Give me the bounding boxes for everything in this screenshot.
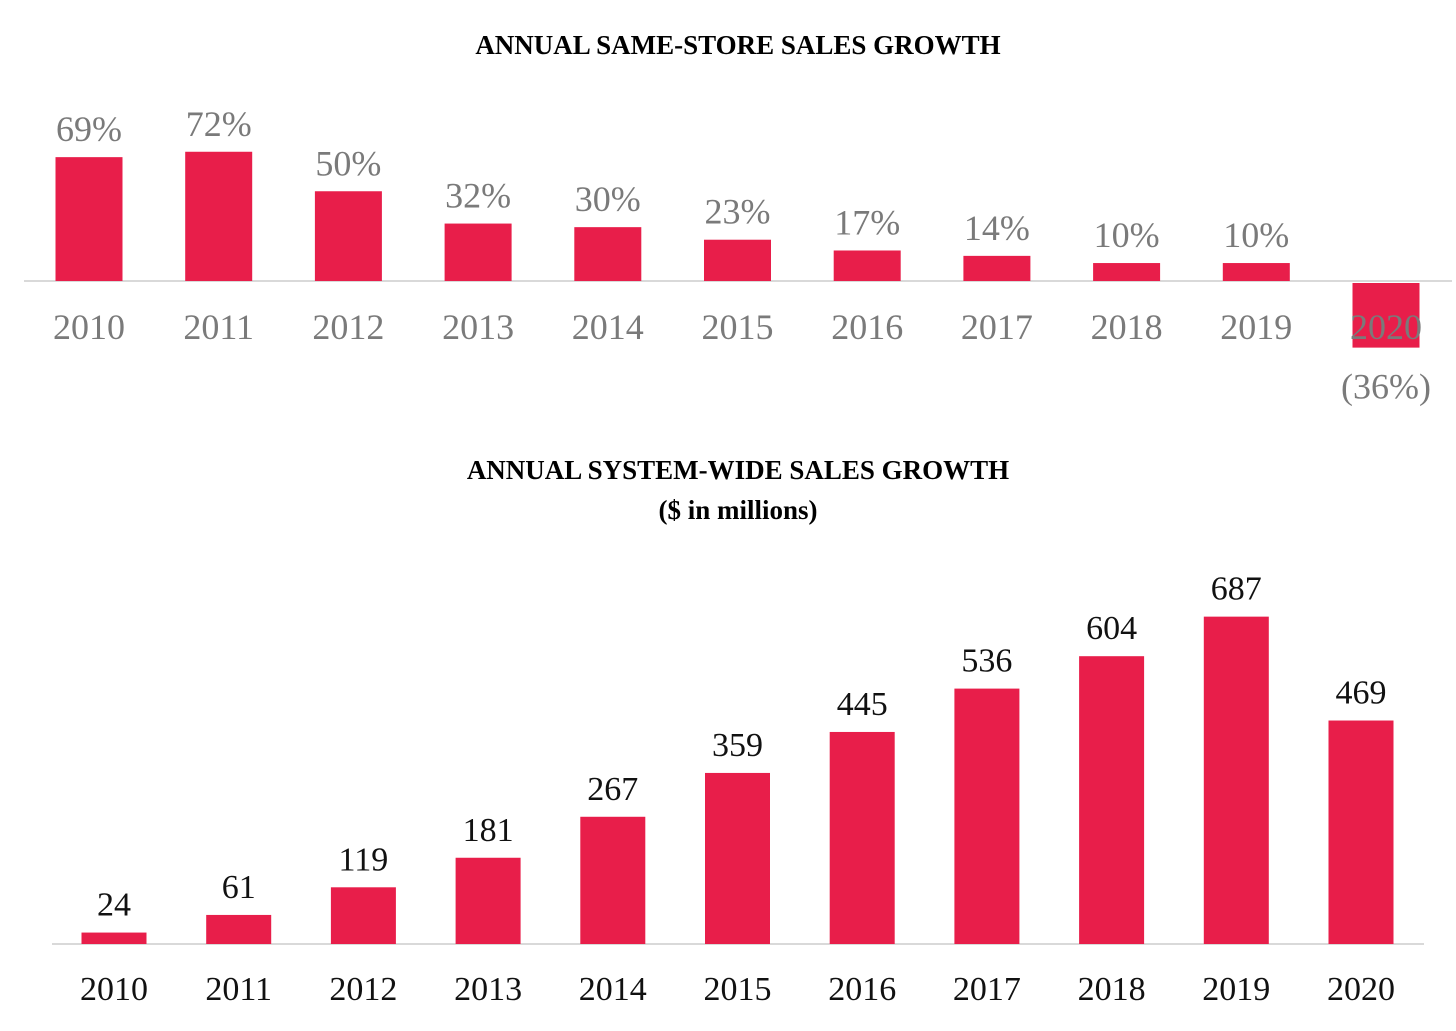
chart2-bar-2015 — [705, 772, 770, 944]
chart2-x-tick-2020: 2020 — [1327, 971, 1395, 1008]
chart1-x-tick-2019: 2019 — [1220, 307, 1292, 347]
chart2-data-label-2016: 445 — [837, 686, 888, 723]
chart1-bar-2014 — [574, 227, 642, 281]
chart2-title: ANNUAL SYSTEM-WIDE SALES GROWTH — [467, 455, 1009, 485]
chart1-x-tick-2017: 2017 — [961, 307, 1033, 347]
chart2-x-tick-2011: 2011 — [205, 971, 272, 1008]
chart1-bar-2015 — [704, 239, 771, 281]
chart2-bars — [81, 616, 1394, 944]
chart2-bar-2020 — [1328, 720, 1394, 944]
chart2-bar-2010 — [81, 932, 147, 944]
chart2-data-label-2011: 61 — [222, 869, 256, 906]
chart2-bar-2011 — [206, 914, 272, 944]
chart2-bar-2017 — [954, 688, 1020, 944]
chart1-bar-2012 — [314, 191, 382, 281]
chart1-x-tick-2018: 2018 — [1091, 307, 1163, 347]
chart1-data-label-2020: (36%) — [1341, 367, 1431, 407]
chart2-data-label-2017: 536 — [961, 643, 1012, 680]
chart2-bar-2013 — [455, 857, 521, 944]
chart2-x-ticks: 2010 2011 2012 2013 2014 2015 2016 2017 2018 2019… — [80, 971, 1395, 1008]
chart1-bar-2018 — [1093, 263, 1161, 281]
chart2-x-tick-2016: 2016 — [828, 971, 896, 1008]
chart1-data-labels: 69% 72% 50% 32% 30% 23% 17% 14% 10% 10% (36%) — [56, 104, 1431, 407]
chart2-bar-2019 — [1203, 616, 1269, 944]
chart1-data-label-2016: 17% — [834, 202, 900, 242]
chart2-data-label-2018: 604 — [1086, 610, 1137, 647]
chart2-bar-2014 — [580, 816, 646, 944]
chart1-bar-2010 — [55, 157, 123, 281]
chart1-x-tick-2020: 2020 — [1350, 307, 1422, 347]
chart1-x-tick-2016: 2016 — [831, 307, 903, 347]
chart2-data-label-2015: 359 — [712, 727, 763, 764]
chart1-data-label-2014: 30% — [575, 179, 641, 219]
chart1-x-tick-2012: 2012 — [312, 307, 384, 347]
chart1-data-label-2011: 72% — [186, 104, 252, 144]
chart2-data-label-2013: 181 — [463, 812, 514, 849]
chart1-data-label-2013: 32% — [445, 176, 511, 216]
chart-system-wide: ANNUAL SYSTEM-WIDE SALES GROWTH ($ in mi… — [52, 455, 1424, 1008]
chart1-data-label-2012: 50% — [315, 143, 381, 183]
chart2-x-tick-2015: 2015 — [704, 971, 772, 1008]
chart1-bar-2013 — [444, 223, 512, 281]
chart2-x-tick-2018: 2018 — [1078, 971, 1146, 1008]
chart2-x-tick-2017: 2017 — [953, 971, 1021, 1008]
chart-same-store: ANNUAL SAME-STORE SALES GROWTH 69% 72% 50%… — [24, 30, 1452, 407]
chart1-bar-2011 — [185, 151, 253, 281]
chart1-data-label-2015: 23% — [705, 192, 771, 232]
chart2-data-label-2020: 469 — [1336, 675, 1387, 712]
chart1-x-tick-2013: 2013 — [442, 307, 514, 347]
chart2-data-labels: 24 61 119 181 267 359 445 536 604 687 469 — [97, 571, 1387, 924]
chart2-bar-2012 — [330, 887, 396, 944]
chart1-x-tick-2015: 2015 — [702, 307, 774, 347]
chart2-data-label-2014: 267 — [587, 771, 638, 808]
chart1-data-label-2018: 10% — [1094, 215, 1160, 255]
chart2-bar-2018 — [1079, 656, 1145, 944]
chart2-x-tick-2010: 2010 — [80, 971, 148, 1008]
chart2-data-label-2019: 687 — [1211, 571, 1262, 608]
chart2-x-tick-2013: 2013 — [454, 971, 522, 1008]
chart1-data-label-2010: 69% — [56, 109, 122, 149]
chart1-x-ticks: 2010 2011 2012 2013 2014 2015 2016 2017 2018 2019… — [53, 307, 1422, 347]
chart1-data-label-2019: 10% — [1223, 215, 1289, 255]
chart1-x-tick-2011: 2011 — [183, 307, 254, 347]
chart2-data-label-2010: 24 — [97, 887, 131, 924]
chart2-x-tick-2019: 2019 — [1202, 971, 1270, 1008]
chart2-subtitle: ($ in millions) — [658, 495, 817, 525]
chart2-x-tick-2012: 2012 — [329, 971, 397, 1008]
chart1-bar-2016 — [833, 250, 901, 281]
chart1-bar-2020 — [1352, 283, 1420, 348]
chart1-bars — [55, 151, 1420, 348]
chart1-x-tick-2014: 2014 — [572, 307, 644, 347]
chart1-x-tick-2010: 2010 — [53, 307, 125, 347]
chart1-title: ANNUAL SAME-STORE SALES GROWTH — [475, 30, 1000, 60]
chart2-bar-2016 — [829, 731, 895, 944]
chart2-data-label-2012: 119 — [339, 841, 389, 878]
chart1-bar-2017 — [963, 255, 1031, 281]
chart1-data-label-2017: 14% — [964, 208, 1030, 248]
chart1-bar-2019 — [1222, 263, 1290, 281]
chart2-x-tick-2014: 2014 — [579, 971, 647, 1008]
